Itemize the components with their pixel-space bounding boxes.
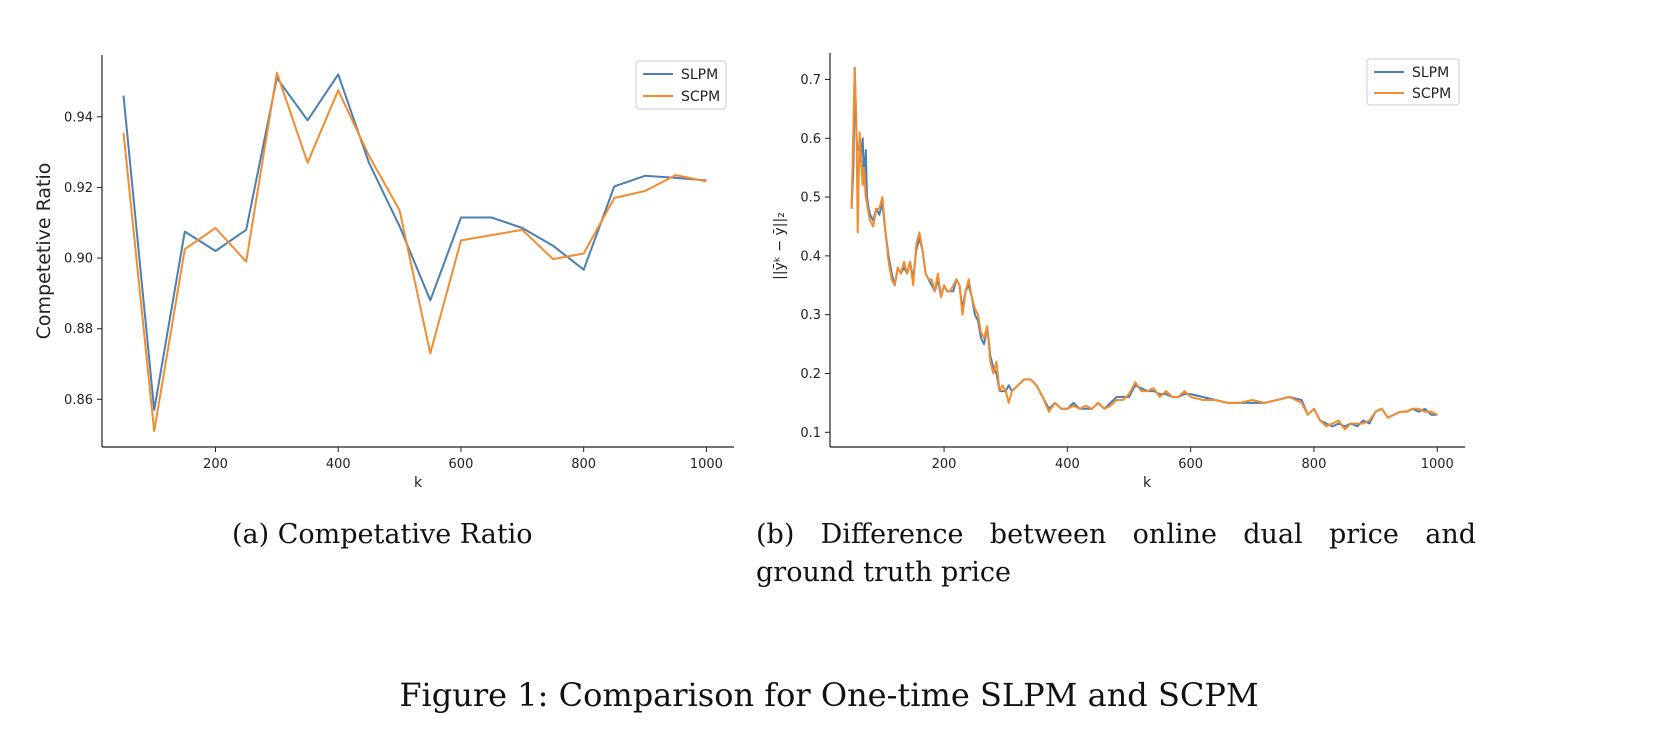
x-axis-label: k (414, 475, 423, 491)
y-ticks: 0.86 0.88 0.90 0.92 0.94 (64, 110, 102, 408)
x-tick-label-600: 600 (1178, 457, 1203, 472)
plot-area: 200 400 600 800 1000 0.860.880.900.920.94 k … (33, 55, 734, 491)
legend-label-scpm: SCPM (1412, 86, 1451, 102)
y-tick-label-2: 0.3 (800, 308, 821, 323)
x-tick-label-400: 400 (1055, 457, 1080, 472)
x-tick-label-600: 600 (449, 457, 474, 472)
y-axis-label: Competetive Ratio (33, 163, 55, 340)
x-ticks: 200 400 600 800 1000 (203, 447, 723, 472)
legend-label-slpm: SLPM (681, 67, 718, 83)
series-line-slpm (122, 73, 707, 411)
y-axis-label: ||ȳᵏ − ȳ||₂ (772, 212, 788, 280)
series-line-scpm (850, 66, 1438, 431)
caption-panel-a: (a) Competative Ratio (232, 519, 533, 550)
legend-label-slpm: SLPM (1412, 65, 1449, 81)
legend: SLPM SCPM (635, 60, 727, 110)
series-lines (122, 71, 707, 433)
x-tick-label-800: 800 (1302, 457, 1327, 472)
y-tick-label-1: 0.2 (800, 367, 821, 382)
y-tick-label-6: 0.7 (800, 73, 821, 88)
y-tick-label-1: 0.88 (64, 322, 93, 337)
legend-label-scpm: SCPM (681, 89, 720, 105)
x-tick-label-200: 200 (203, 457, 228, 472)
figure-caption: Figure 1: Comparison for One-time SLPM a… (399, 676, 1259, 714)
x-ticks: 200 400 600 800 1000 (932, 447, 1454, 472)
legend: SLPM SCPM (1366, 58, 1460, 106)
y-tick-label-0: 0.86 (64, 393, 93, 408)
y-tick-label-4: 0.5 (800, 191, 821, 206)
caption-panel-b: (b) Difference between online dual price… (756, 519, 1476, 588)
y-tick-label-3: 0.4 (800, 249, 821, 264)
y-ticks: 0.1 0.2 0.3 0.4 0.5 0.6 0.7 (800, 73, 830, 441)
series-line-scpm (122, 71, 707, 433)
chart-dual-price-difference: 200 400 600 800 1000 0.1 0.2 0.3 0.4 0.5 0.6 0.7 k… (772, 53, 1465, 491)
x-tick-label-400: 400 (326, 457, 351, 472)
y-tick-label-2: 0.90 (64, 252, 93, 267)
x-tick-label-800: 800 (571, 457, 596, 472)
y-tick-label-4: 0.94 (64, 110, 93, 125)
chart-competitive-ratio: 200 400 600 800 1000 0.860.880.900.920.94 k … (33, 55, 734, 491)
x-tick-label-200: 200 (932, 457, 957, 472)
x-tick-label-1000: 1000 (690, 457, 723, 472)
y-tick-label-0: 0.1 (800, 426, 821, 441)
x-tick-label-1000: 1000 (1421, 457, 1454, 472)
series-line-slpm (850, 66, 1438, 428)
plot-area: 200 400 600 800 1000 0.1 0.2 0.3 0.4 0.5 0.6 0.7 k… (772, 53, 1465, 491)
y-tick-label-3: 0.92 (64, 181, 93, 196)
y-tick-label-5: 0.6 (800, 132, 821, 147)
series-lines (850, 66, 1438, 431)
x-axis-label: k (1143, 475, 1152, 491)
